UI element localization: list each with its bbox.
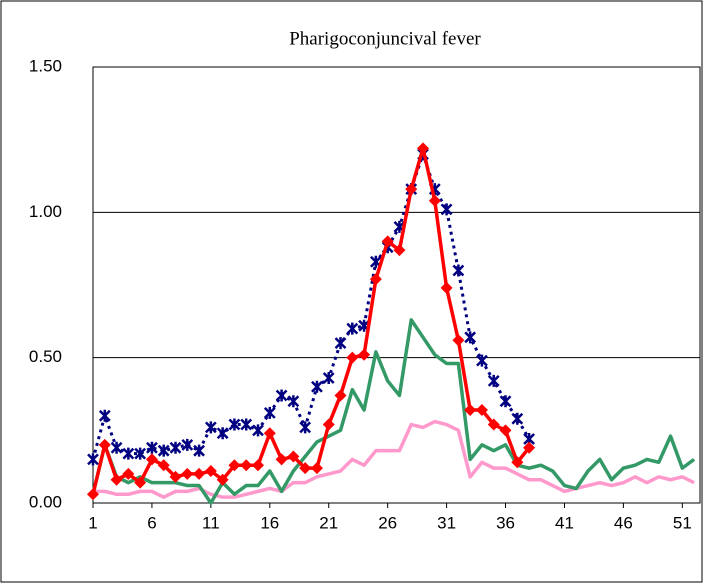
x-tick-label: 41 [555,513,574,532]
marker [334,389,347,402]
marker [228,459,241,472]
marker [240,459,253,472]
marker [252,424,264,437]
marker [193,444,205,457]
marker [216,427,229,440]
marker [487,418,500,431]
marker [157,459,170,472]
marker [98,438,111,451]
marker [476,354,488,367]
x-tick-label: 11 [202,513,220,532]
marker [181,438,194,451]
marker [169,470,182,483]
marker [204,465,217,478]
marker [322,372,335,385]
marker [310,462,323,475]
marker [228,418,241,431]
marker [145,453,158,466]
marker [110,441,123,454]
marker [287,450,300,463]
y-tick-label: 1.00 [29,202,62,221]
y-tick-label: 1.50 [29,56,62,75]
marker [440,203,453,216]
marker [346,322,359,335]
marker [452,334,465,347]
marker [98,409,111,422]
marker [122,447,135,460]
marker [299,462,312,475]
marker [169,441,182,454]
marker [134,447,147,460]
marker [417,142,430,155]
series-line [93,419,695,499]
marker [181,467,194,480]
marker [263,427,276,440]
marker [346,351,359,364]
marker [204,421,217,434]
marker [464,331,477,344]
marker [393,244,406,257]
x-tick-label: 16 [260,513,279,532]
marker [275,389,288,402]
marker [511,412,524,425]
marker [369,273,382,286]
chart-title: Pharigoconjuncival fever [289,28,481,49]
marker [263,406,276,419]
marker [193,467,206,480]
marker [157,444,170,457]
series-line [91,318,696,505]
marker [464,403,477,416]
y-tick-label: 0.00 [29,492,62,511]
marker [322,418,335,431]
marker [499,424,512,437]
marker [146,441,158,454]
marker [523,441,536,454]
marker [499,395,512,408]
marker [334,337,347,350]
marker [487,374,500,387]
marker [475,403,488,416]
marker [381,235,394,248]
marker [87,488,99,501]
x-tick-label: 26 [378,513,397,532]
marker [275,453,288,466]
x-tick-label: 31 [437,513,456,532]
marker [240,418,253,431]
x-tick-label: 1 [88,513,97,532]
marker [311,380,323,393]
marker [428,194,441,207]
marker [299,421,312,434]
x-tick-label: 21 [319,513,338,532]
marker [110,473,123,486]
marker [134,476,147,489]
x-tick-label: 6 [147,513,156,532]
marker [358,348,371,361]
marker [440,281,453,294]
series-line [91,152,531,460]
marker [452,264,465,277]
marker [216,473,229,486]
y-tick-label: 0.50 [29,347,62,366]
x-tick-label: 36 [496,513,515,532]
marker [405,183,418,196]
marker [511,456,524,469]
marker [87,453,99,466]
marker [252,459,265,472]
x-tick-label: 46 [614,513,633,532]
marker [287,395,300,408]
x-tick-label: 51 [673,513,692,532]
marker [122,467,135,480]
